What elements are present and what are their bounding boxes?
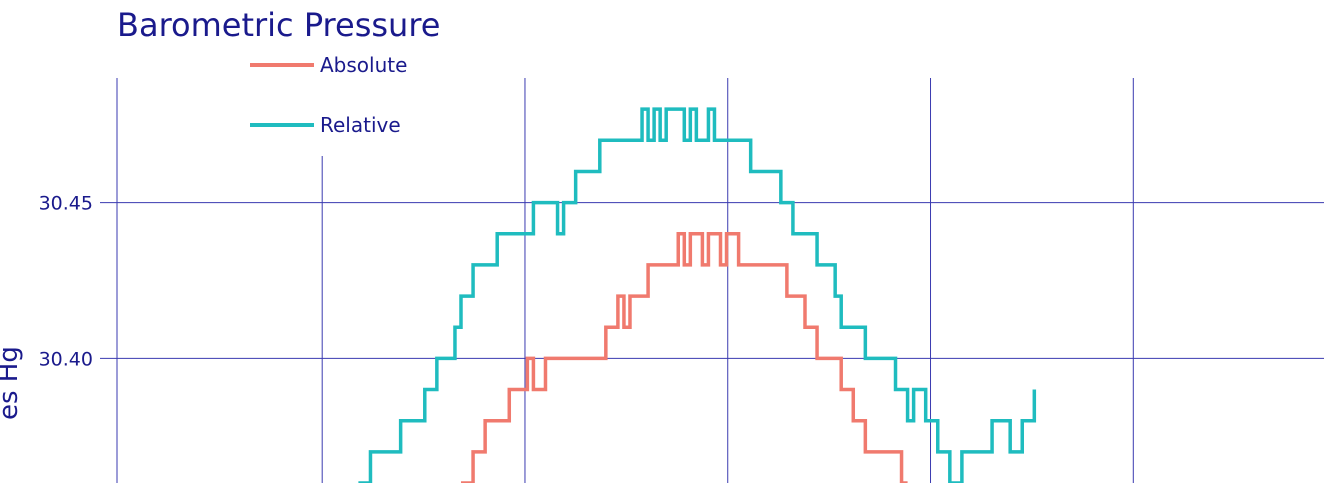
legend-swatch-absolute bbox=[250, 63, 314, 67]
chart-title: Barometric Pressure bbox=[117, 6, 441, 44]
series-line-relative bbox=[358, 107, 1037, 483]
y-tick-label: 30.45 bbox=[39, 193, 93, 215]
legend-item-relative: Relative bbox=[250, 110, 401, 140]
legend-swatch-relative bbox=[250, 123, 314, 127]
legend-item-absolute: Absolute bbox=[250, 50, 407, 80]
legend-label-relative: Relative bbox=[320, 113, 401, 137]
y-tick-label: 30.40 bbox=[39, 348, 93, 370]
series-line-absolute bbox=[460, 232, 908, 483]
chart-legend: Absolute Relative bbox=[250, 50, 470, 150]
legend-label-absolute: Absolute bbox=[320, 53, 408, 77]
